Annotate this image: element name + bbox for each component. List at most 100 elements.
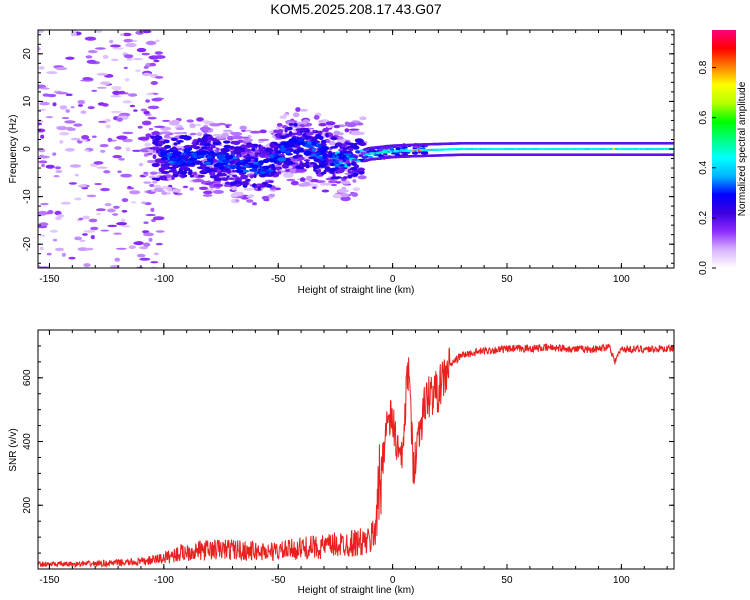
heatmap-cell <box>111 86 122 91</box>
heatmap-cell <box>332 193 343 199</box>
heatmap-cell <box>262 165 271 170</box>
heatmap-cell <box>348 147 354 152</box>
heatmap-cell <box>135 30 145 35</box>
heatmap-cell <box>38 222 49 227</box>
heatmap-cell <box>351 162 355 166</box>
heatmap-cell <box>149 171 158 175</box>
heatmap-cell <box>122 32 132 37</box>
heatmap-cell <box>96 212 101 216</box>
heatmap-cell <box>186 119 194 123</box>
heatmap-cell <box>157 150 161 154</box>
heatmap-cell <box>195 142 199 145</box>
heatmap-cell <box>355 150 361 154</box>
heatmap-cell <box>271 165 276 169</box>
heatmap-cell <box>377 154 384 158</box>
heatmap-cell <box>268 193 276 198</box>
heatmap-cell <box>401 146 408 149</box>
heatmap-cell <box>141 201 147 204</box>
heatmap-cell <box>39 101 50 106</box>
heatmap-cell <box>147 116 157 120</box>
heatmap-cell <box>312 129 316 134</box>
heatmap-cell <box>65 93 73 97</box>
heatmap-cell <box>170 137 178 141</box>
heatmap-cell <box>112 47 124 50</box>
heatmap-cell <box>81 135 90 140</box>
heatmap-cell <box>84 149 89 152</box>
heatmap-cell <box>282 113 290 117</box>
heatmap-cell <box>154 51 163 55</box>
heatmap-cell <box>38 66 45 70</box>
heatmap-cell <box>239 125 247 131</box>
heatmap-cell <box>148 175 156 179</box>
heatmap-cell <box>321 152 328 157</box>
heatmap-cell <box>318 149 328 152</box>
heatmap-cell <box>129 190 141 195</box>
heatmap-cell <box>173 142 178 146</box>
colorbar-label: Normalized spectral amplitude <box>737 81 748 216</box>
heatmap-cell <box>153 252 159 256</box>
heatmap-cell <box>155 39 160 43</box>
heatmap-cell <box>82 215 90 220</box>
heatmap-cell <box>342 176 348 180</box>
heatmap-cell <box>196 132 203 137</box>
snr-x-tick-label: -50 <box>271 575 286 586</box>
heatmap-cell <box>179 135 187 139</box>
heatmap-cell <box>180 165 187 170</box>
heatmap-cell <box>129 104 136 108</box>
heatmap-cell <box>330 176 340 180</box>
heatmap-cell <box>135 241 144 246</box>
heatmap-x-tick-label: -100 <box>154 274 174 285</box>
heatmap-cell <box>93 161 104 165</box>
heatmap-cell <box>100 187 110 192</box>
heatmap-cell <box>74 236 83 241</box>
heatmap-cell <box>282 173 294 178</box>
heatmap-cell <box>40 234 46 237</box>
heatmap-cell <box>202 194 213 197</box>
heatmap-cell <box>126 57 133 61</box>
heatmap-cell <box>254 152 259 158</box>
heatmap-cell <box>91 89 98 92</box>
heatmap-marks <box>38 30 674 268</box>
heatmap-cell <box>40 87 50 90</box>
heatmap-cell <box>204 161 212 166</box>
heatmap-cell <box>39 246 44 251</box>
heatmap-cell <box>151 162 160 168</box>
heatmap-cell <box>70 32 77 37</box>
heatmap-cell <box>113 232 122 235</box>
heatmap-cell <box>321 189 330 193</box>
heatmap-cell <box>262 158 270 164</box>
heatmap-cell <box>104 118 112 123</box>
heatmap-cell <box>150 81 158 85</box>
heatmap-cell <box>114 257 121 262</box>
heatmap-cell <box>305 161 310 164</box>
heatmap-cell <box>45 116 54 119</box>
heatmap-cell <box>234 151 242 155</box>
heatmap-cell <box>160 156 168 161</box>
heatmap-cell <box>168 170 174 173</box>
heatmap-cell <box>87 106 95 110</box>
heatmap-cell <box>64 148 75 152</box>
heatmap-cell <box>212 189 224 194</box>
heatmap-cell <box>310 183 319 189</box>
heatmap-cell <box>54 166 62 170</box>
heatmap-cell <box>299 127 308 132</box>
heatmap-cell <box>38 122 42 126</box>
heatmap-cell <box>215 149 220 153</box>
heatmap-cell <box>91 135 97 138</box>
heatmap-cell <box>94 183 103 185</box>
heatmap-cell <box>189 174 195 178</box>
heatmap-cell <box>116 222 128 226</box>
heatmap-cell <box>121 209 128 213</box>
heatmap-cell <box>103 170 111 174</box>
heatmap-cell <box>142 72 152 76</box>
heatmap-cell <box>140 108 148 112</box>
heatmap-cell <box>151 97 162 102</box>
heatmap-cell <box>335 181 341 184</box>
heatmap-cell <box>154 189 165 192</box>
heatmap-cell <box>65 109 70 113</box>
heatmap-cell <box>295 168 307 173</box>
heatmap-cell <box>341 181 351 185</box>
heatmap-cell <box>246 143 254 148</box>
heatmap-cell <box>671 153 674 156</box>
heatmap-cell <box>79 139 88 142</box>
